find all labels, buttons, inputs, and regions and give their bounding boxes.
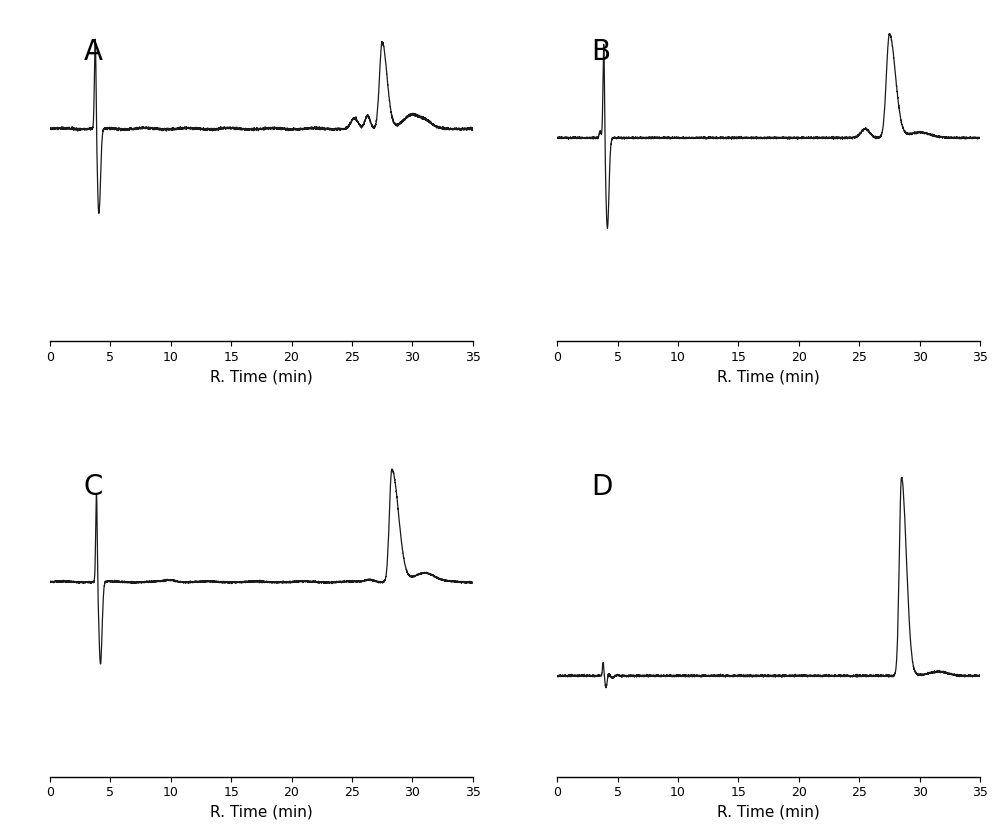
Text: A: A: [84, 38, 103, 66]
X-axis label: R. Time (min): R. Time (min): [717, 369, 820, 384]
X-axis label: R. Time (min): R. Time (min): [210, 369, 313, 384]
X-axis label: R. Time (min): R. Time (min): [210, 805, 313, 820]
Text: B: B: [591, 38, 610, 66]
Text: C: C: [84, 473, 103, 502]
X-axis label: R. Time (min): R. Time (min): [717, 805, 820, 820]
Text: D: D: [591, 473, 612, 502]
